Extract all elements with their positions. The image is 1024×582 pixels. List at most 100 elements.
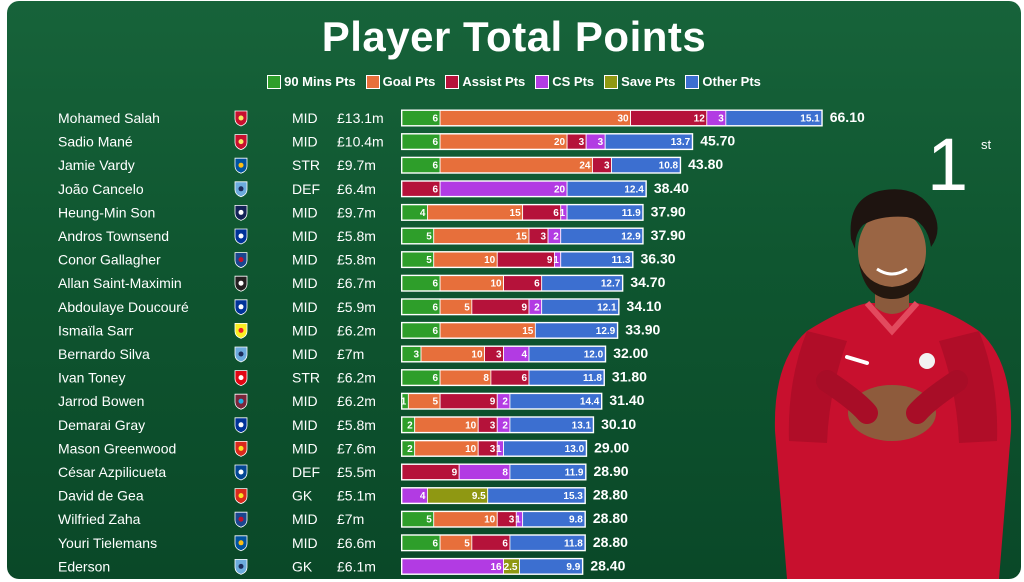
bar-segment-goal: [426, 204, 524, 221]
bar-outline: [401, 203, 644, 221]
bar-outline: [401, 439, 588, 457]
legend-item-assist: Assist Pts: [445, 74, 525, 89]
segment-label-other: 11.3: [612, 255, 631, 266]
segment-label-cs: 8: [502, 468, 508, 479]
bar-segment-other: [611, 157, 681, 174]
segment-label-90-mins: 6: [433, 538, 439, 549]
player-name: Wilfried Zaha: [58, 511, 141, 527]
bar-segment-other: [566, 180, 647, 197]
total-points-label: 28.80: [593, 510, 628, 526]
segment-label-90-mins: 6: [433, 114, 439, 125]
bar-outline: [401, 227, 644, 245]
player-position: MID: [292, 204, 318, 220]
segment-label-assist: 3: [496, 350, 502, 361]
everton-crest-icon: [234, 417, 248, 434]
segment-label-cs: 1: [496, 444, 502, 455]
player-portrait-icon: [774, 189, 1012, 579]
segment-label-goal: 24: [579, 161, 591, 172]
bar-segment-goal: [439, 110, 632, 126]
legend-label-90-mins: 90 Mins Pts: [284, 74, 356, 89]
player-name: Mason Greenwood: [58, 440, 176, 456]
player-name: Mohamed Salah: [58, 110, 160, 126]
crystal-palace-crest-icon: [234, 511, 248, 528]
segment-label-goal: 30: [617, 114, 629, 125]
segment-label-90-mins: 2: [407, 420, 413, 431]
player-price: £6.6m: [337, 535, 376, 551]
segment-label-assist: 6: [521, 373, 527, 384]
legend-swatch-cs: [535, 74, 550, 89]
bar-segment-other: [534, 322, 618, 339]
segment-label-assist: 6: [553, 208, 559, 219]
segment-label-cs: 3: [598, 137, 604, 148]
bar-segment-other: [566, 204, 644, 221]
segment-label-goal: 15: [510, 208, 522, 219]
segment-label-goal: 10: [484, 515, 496, 526]
player-price: £5.9m: [337, 299, 376, 315]
segment-label-assist: 6: [534, 279, 540, 290]
bar-segment-other: [725, 110, 823, 126]
player-price: £5.1m: [337, 488, 376, 504]
player-price: £10.4m: [337, 134, 384, 150]
watford-crest-icon: [234, 323, 248, 339]
player-position: MID: [292, 322, 318, 338]
legend-item-90-mins: 90 Mins Pts: [267, 74, 356, 89]
player-name: Youri Tielemans: [58, 535, 157, 551]
tottenham-crest-icon: [234, 205, 248, 221]
segment-label-other: 12.0: [584, 350, 604, 361]
legend-label-goal: Goal Pts: [382, 74, 436, 89]
segment-label-other: 10.8: [659, 161, 679, 172]
legend: 90 Mins Pts Goal Pts Assist Pts CS Pts S…: [7, 74, 1021, 89]
segment-label-assist: 9: [490, 397, 496, 408]
segment-label-cs: 16: [490, 562, 502, 573]
segment-label-90-mins: 6: [433, 279, 439, 290]
segment-label-other: 11.8: [564, 538, 583, 549]
bar-segment-other: [541, 275, 623, 292]
segment-label-save: 2.5: [504, 562, 518, 573]
player-price: £5.8m: [337, 228, 376, 244]
bar-outline: [401, 321, 619, 339]
legend-label-save: Save Pts: [621, 74, 676, 89]
player-price: £9.7m: [337, 204, 376, 220]
total-points-label: 28.80: [593, 534, 628, 550]
bar-segment-goal: [439, 133, 568, 150]
segment-label-goal: 20: [554, 137, 566, 148]
segment-label-90-mins: 1: [401, 397, 407, 408]
player-price: £6.7m: [337, 275, 376, 291]
total-points-label: 28.90: [594, 463, 629, 479]
bar-outline: [401, 392, 603, 410]
player-name: Ederson: [58, 558, 110, 574]
segment-label-90-mins: 6: [433, 137, 439, 148]
segment-label-cs: 1: [553, 255, 559, 266]
legend-item-cs: CS Pts: [535, 74, 594, 89]
player-name: Andros Townsend: [58, 228, 169, 244]
segment-label-goal: 5: [464, 538, 470, 549]
west-ham-crest-icon: [234, 393, 248, 410]
player-position: MID: [292, 134, 318, 150]
bar-segment-other: [528, 346, 606, 362]
segment-label-goal: 15: [516, 232, 528, 243]
player-position: STR: [292, 157, 320, 173]
leicester-crest-icon: [234, 535, 248, 552]
bar-segment-assist: [496, 251, 555, 268]
segment-label-goal: 10: [465, 420, 477, 431]
stacked-bar-chart: Mohamed Salah MID £13.1m 6 30 12 3 15.1 66.10Sad…: [58, 109, 865, 575]
bar-segment-assist: [439, 393, 498, 410]
everton-crest-icon: [234, 299, 248, 316]
bar-outline: [401, 298, 620, 316]
segment-label-other: 13.0: [565, 444, 585, 455]
player-price: £6.2m: [337, 322, 376, 338]
segment-label-assist: 3: [490, 420, 496, 431]
total-points-label: 38.40: [654, 180, 689, 196]
segment-label-other: 11.8: [583, 373, 602, 384]
segment-label-assist: 6: [433, 184, 439, 195]
bar-segment-cs: [439, 180, 568, 197]
bar-segment-other: [487, 487, 586, 504]
liverpool-crest-icon: [234, 110, 248, 127]
man-utd-crest-icon: [234, 441, 248, 457]
segment-label-cs: 4: [521, 350, 527, 361]
segment-label-goal: 5: [433, 397, 439, 408]
everton-crest-icon: [234, 228, 248, 245]
player-position: MID: [292, 393, 318, 409]
total-points-label: 36.30: [641, 251, 676, 267]
segment-label-other: 12.1: [597, 302, 617, 313]
